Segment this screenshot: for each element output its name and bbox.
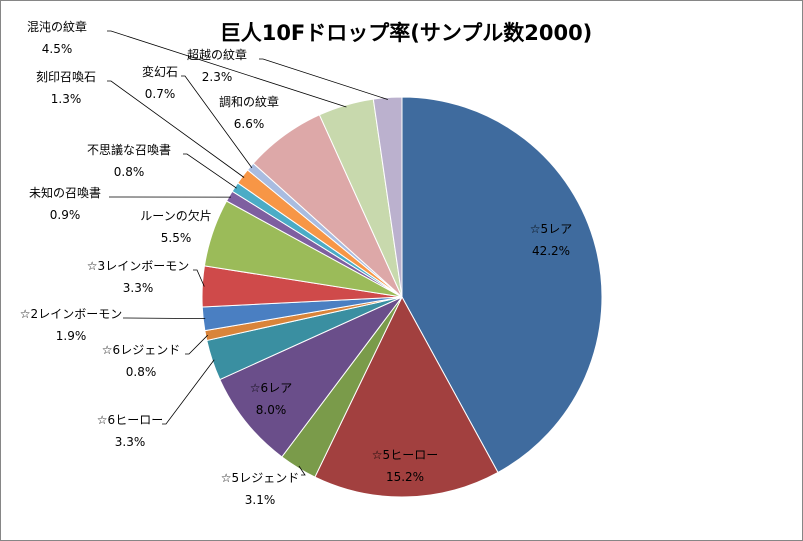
slice-value-label: 1.3%	[51, 92, 82, 106]
leader-line	[185, 334, 208, 355]
slice-value-label: 0.9%	[50, 208, 81, 222]
slice-value-label: 42.2%	[532, 244, 570, 258]
slice-value-label: 1.9%	[56, 329, 87, 343]
slice-value-label: 3.1%	[245, 493, 276, 507]
leader-line	[123, 317, 206, 319]
slice-value-label: 2.3%	[202, 70, 233, 84]
leader-lines	[107, 30, 388, 476]
slice-label: ☆6レジェンド	[102, 343, 180, 357]
slice-value-label: 8.0%	[256, 403, 287, 417]
slice-value-label: 6.6%	[234, 117, 265, 131]
leader-line	[162, 359, 215, 425]
pie-slices	[201, 96, 603, 498]
slice-label: 超越の紋章	[187, 47, 247, 62]
slice-label: 変幻石	[142, 64, 178, 79]
slice-label: 調和の紋章	[219, 94, 279, 109]
pie-slice	[219, 296, 403, 458]
slice-value-label: 4.5%	[42, 42, 73, 56]
slice-label: 混沌の紋章	[27, 19, 87, 34]
pie-slice	[372, 96, 403, 298]
leader-line	[183, 153, 237, 189]
slice-value-label: 0.8%	[114, 165, 145, 179]
pie-slice	[314, 295, 499, 498]
slice-label: ☆5レア	[530, 222, 572, 236]
slice-value-label: 0.7%	[145, 87, 176, 101]
leader-line	[259, 58, 388, 100]
slice-label: ☆5ヒーロー	[372, 448, 438, 462]
slice-value-label: 15.2%	[386, 470, 424, 484]
slice-label: ☆3レインボーモン	[87, 259, 189, 273]
slice-value-label: 3.3%	[115, 435, 146, 449]
slice-label: 刻印召喚石	[36, 70, 96, 84]
slice-label: 不思議な召喚書	[87, 143, 171, 157]
slice-label: ☆2レインボーモン	[20, 307, 122, 321]
slice-value-label: 0.8%	[126, 365, 157, 379]
slice-label: ☆6ヒーロー	[97, 413, 163, 427]
leader-line	[181, 75, 253, 169]
leader-line	[107, 80, 245, 178]
leader-line	[107, 30, 347, 108]
slice-label: 未知の召喚書	[29, 186, 101, 200]
leader-line	[193, 269, 205, 287]
slice-label: ルーンの欠片	[140, 208, 211, 223]
chart-title: 巨人10Fドロップ率(サンプル数2000)	[220, 21, 593, 45]
pie-slice	[401, 96, 603, 474]
slice-label: ☆5レジェンド	[221, 471, 299, 485]
slice-label: ☆6レア	[250, 381, 292, 395]
data-labels: ☆5レア 42.2% ☆5ヒーロー 15.2% ☆5レジェンド 3.1% ☆6レア 8.0% ☆…	[20, 19, 572, 507]
leader-line	[298, 465, 306, 476]
slice-value-label: 3.3%	[123, 281, 154, 295]
slice-value-label: 5.5%	[161, 231, 192, 245]
